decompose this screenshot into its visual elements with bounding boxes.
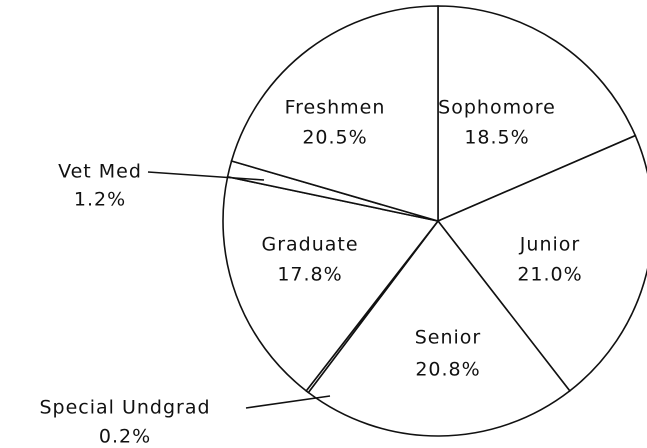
slice-value-label: 0.2% (99, 426, 151, 448)
slice-label: Junior (519, 234, 580, 256)
slice-label: Vet Med (58, 161, 142, 183)
slice-label: Graduate (261, 234, 358, 256)
slice-value-label: 21.0% (517, 264, 582, 286)
slice-label: Senior (415, 327, 482, 349)
pie-slice (230, 5, 439, 223)
pie-slice (437, 5, 637, 223)
slice-value-label: 20.8% (415, 359, 480, 381)
pie-slice (222, 175, 440, 393)
slice-value-label: 17.8% (277, 264, 342, 286)
leader-line (245, 395, 331, 409)
slice-label: Freshmen (285, 97, 386, 119)
slice-label: Sophomore (438, 97, 556, 119)
pie-slice (307, 219, 571, 437)
slice-label: Special Undgrad (39, 397, 210, 419)
slice-value-label: 1.2% (74, 189, 126, 211)
slice-value-label: 18.5% (464, 127, 529, 149)
slice-value-label: 20.5% (302, 127, 367, 149)
pie-slice (436, 134, 647, 393)
leader-line (147, 171, 265, 181)
